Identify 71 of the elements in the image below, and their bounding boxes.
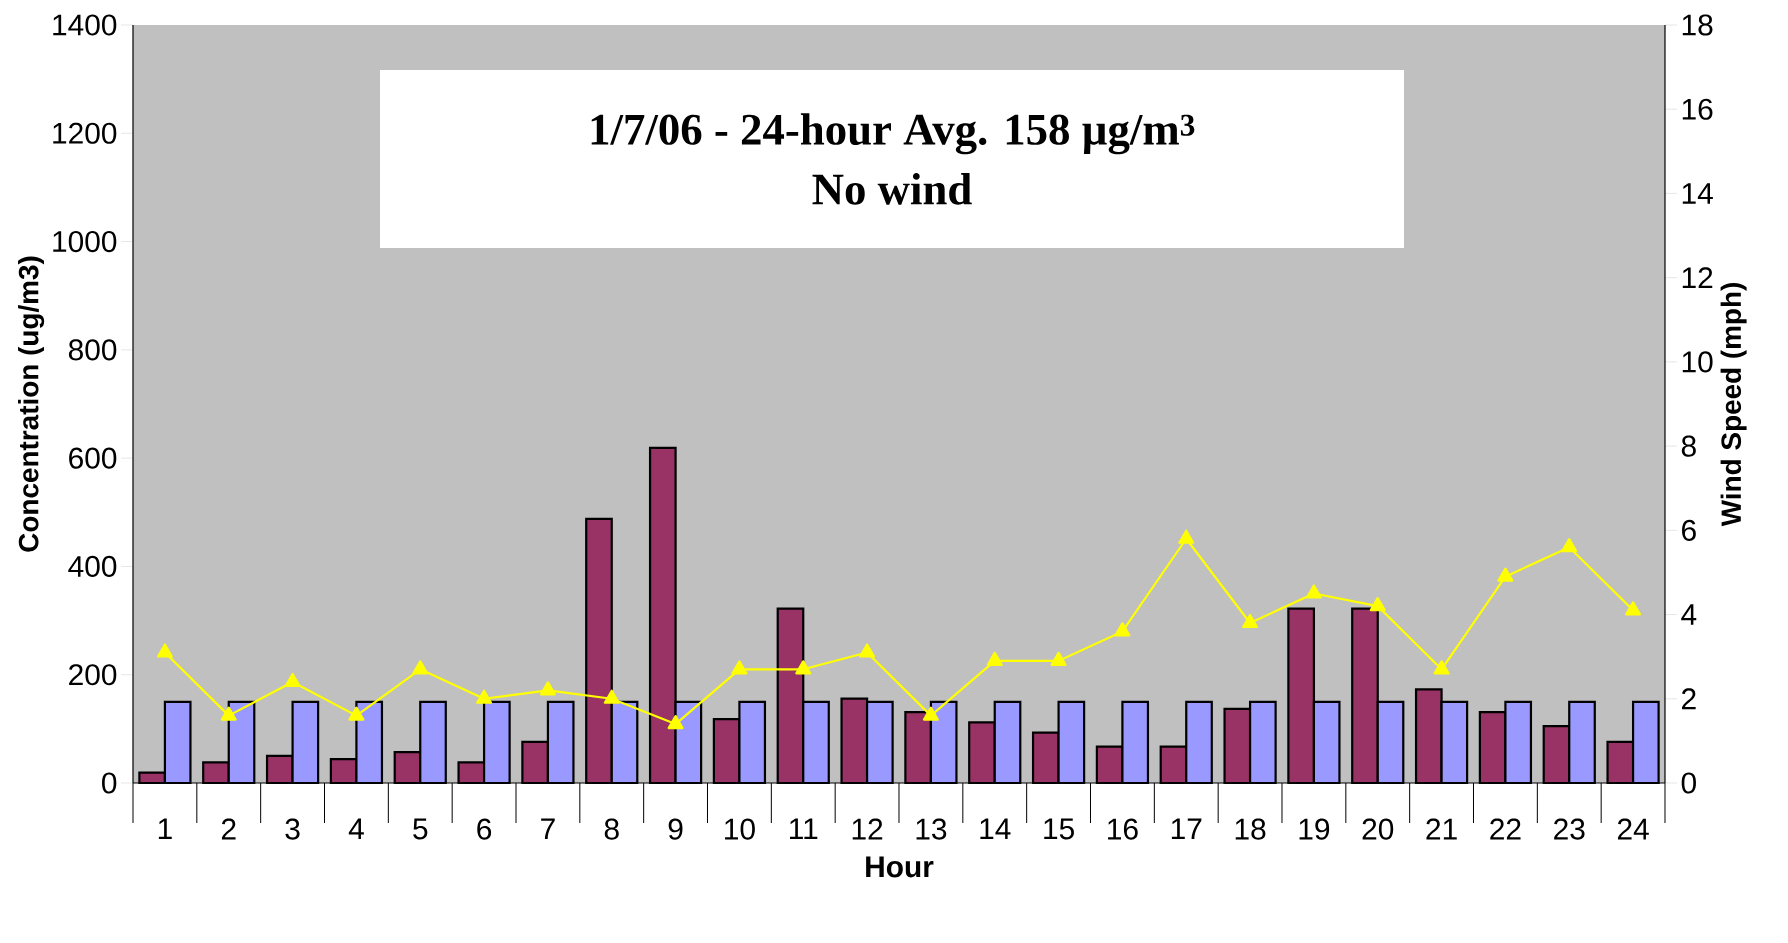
point [1242, 613, 1259, 629]
point [412, 660, 429, 675]
y-tick-label: 1200 [53, 122, 117, 144]
x-tick-label: 15 [1044, 818, 1074, 840]
point [1369, 597, 1386, 612]
y2-tick-label: 18 [1682, 14, 1713, 36]
x-tick-label: 7 [541, 818, 555, 840]
point [795, 660, 812, 675]
x-tick-label: 17 [1171, 818, 1202, 840]
point [476, 689, 493, 704]
y2-tick-label: 8 [1681, 435, 1696, 457]
x-tick-label: 4 [348, 818, 364, 840]
point [1625, 601, 1642, 616]
y-tick-label: 800 [68, 339, 117, 361]
y2-tick-label: 0 [1681, 772, 1696, 794]
point [1178, 529, 1195, 544]
x-tick-label: 1 [158, 818, 172, 840]
point [284, 672, 301, 688]
x-tick-label: 11 [790, 818, 818, 840]
point [1114, 622, 1131, 637]
y2-tick-label: 12 [1682, 267, 1713, 289]
y-tick-label: 200 [69, 664, 117, 686]
y2-tick-label: 2 [1682, 688, 1696, 710]
point [220, 706, 237, 721]
x-tick-label: 13 [916, 818, 947, 840]
x-tick-label: 9 [668, 818, 683, 840]
y-tick-label: 1400 [53, 14, 117, 36]
y-axis-title: Concentration (ug/m3) [18, 256, 45, 552]
point [1050, 651, 1067, 666]
y-tick-label: 0 [102, 772, 117, 794]
point [859, 643, 876, 658]
point [603, 689, 620, 704]
point [1433, 660, 1450, 675]
y2-tick-label: 16 [1682, 98, 1713, 120]
x-tick-label: 14 [980, 818, 1011, 840]
x-tick-label: 6 [477, 818, 492, 840]
x-tick-label: 19 [1299, 818, 1330, 840]
y-tick-label: 1000 [53, 230, 117, 253]
x-tick-label: 8 [604, 818, 619, 840]
y2-tick-label: 14 [1682, 183, 1713, 204]
point [539, 681, 556, 696]
text: 1/7/06 - 24-hour Avg. 158 µg/m$^{3}$ [591, 113, 1195, 155]
x-tick-label: 5 [413, 818, 428, 840]
point [986, 651, 1003, 666]
x-tick-label: 2 [221, 818, 236, 840]
point [1561, 538, 1578, 553]
x-tick-label: 23 [1554, 818, 1585, 840]
y2-axis-title: Wind Speed (mph) [1720, 283, 1747, 527]
x-tick-label: 20 [1362, 818, 1394, 840]
point [731, 660, 748, 675]
y2-tick-label: 4 [1681, 604, 1697, 625]
x-tick-label: 12 [852, 818, 883, 840]
x-tick-label: 18 [1235, 818, 1266, 840]
point [1497, 567, 1514, 582]
x-axis-title: Hour [866, 856, 934, 878]
x-tick-label: 24 [1617, 818, 1649, 840]
text: No wind [812, 173, 972, 205]
x-tick-label: 16 [1108, 818, 1138, 840]
point [667, 714, 684, 730]
x-tick-label: 22 [1490, 818, 1521, 840]
y2-tick-label: 6 [1682, 519, 1696, 541]
y-tick-label: 400 [68, 555, 117, 578]
point [156, 643, 173, 658]
x-tick-label: 21 [1426, 818, 1457, 840]
point [922, 706, 939, 721]
point [1305, 584, 1322, 599]
y-tick-label: 600 [69, 447, 117, 469]
x-tick-label: 3 [285, 818, 300, 840]
x-tick-label: 10 [725, 818, 755, 840]
point [348, 706, 365, 721]
y2-tick-label: 10 [1682, 351, 1713, 373]
